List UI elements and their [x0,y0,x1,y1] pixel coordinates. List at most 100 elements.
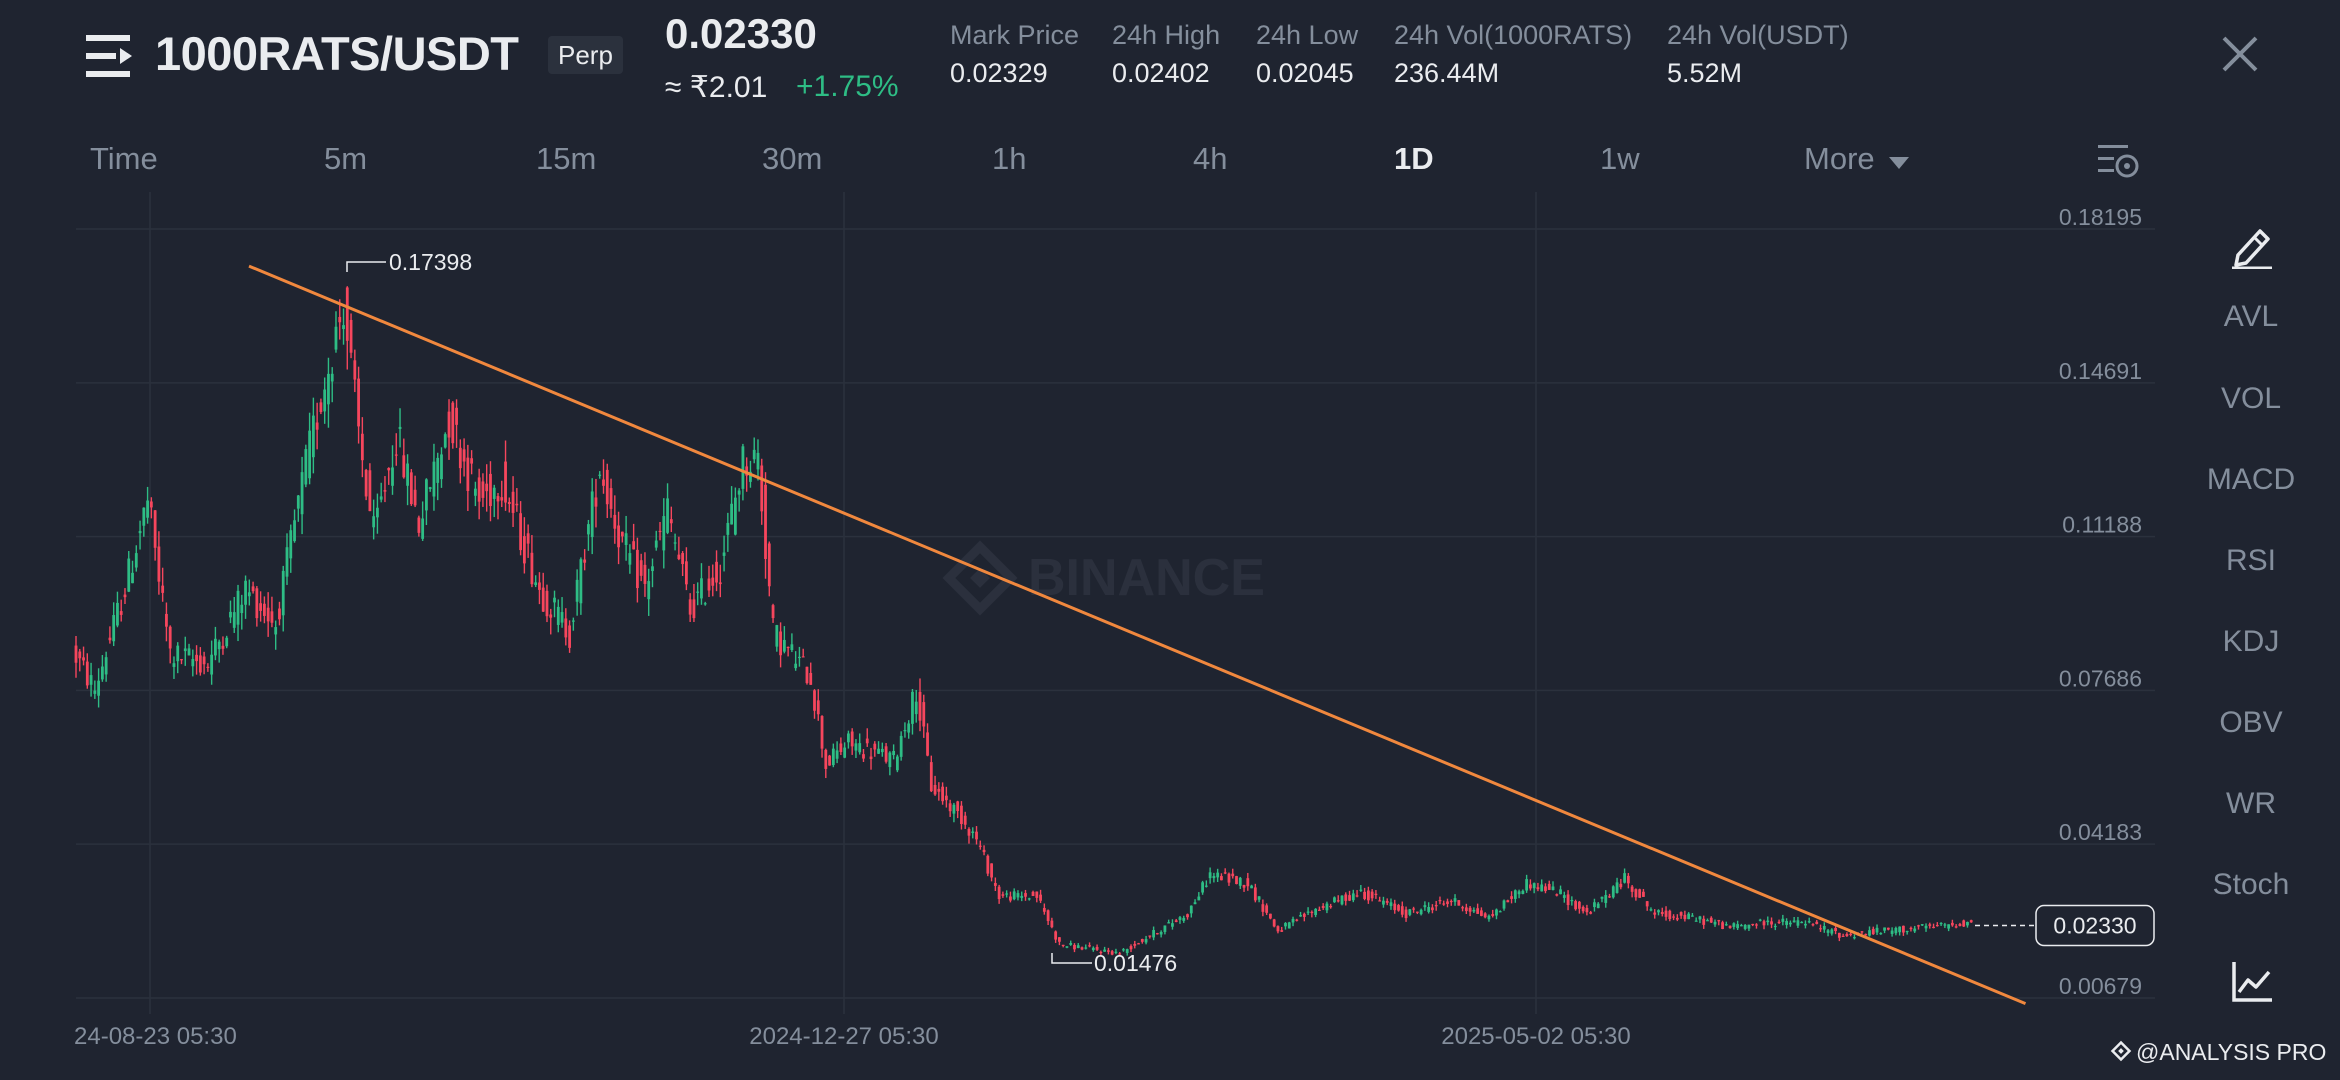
indicator-rsi[interactable]: RSI [2225,544,2276,577]
candle-body [839,743,843,753]
candle-body [933,784,937,795]
tab-1d[interactable]: 1D [1394,141,1434,176]
line-chart-icon[interactable] [2230,960,2274,1004]
indicator-kdj[interactable]: KDJ [2222,625,2280,658]
candle-body [828,755,831,766]
candle-body [244,580,247,605]
candle-body [718,582,722,585]
candle-body [153,510,157,548]
candle-body [1619,883,1623,888]
candle-body [809,672,813,685]
candle-body [967,828,971,836]
candle-body [1758,919,1762,921]
indicator-stoch[interactable]: Stoch [2212,868,2290,901]
menu-icon[interactable] [86,33,134,79]
tab-1h[interactable]: 1h [992,141,1027,176]
candle-body [372,516,376,528]
chart-grid [76,192,2155,1014]
candle-body [1510,896,1513,899]
candle-body [1969,920,1973,923]
candle-body [1909,927,1913,930]
candle-body [1717,920,1721,922]
candle-body [1257,896,1261,900]
candle-body [1476,908,1480,914]
candle-body [669,519,673,524]
candle-body [327,373,330,405]
candle-body [1061,944,1065,947]
candle-body [1355,895,1359,897]
candle-body [85,661,89,686]
candle-body [146,500,149,518]
candle-body [673,542,677,544]
indicator-macd[interactable]: MACD [2206,463,2296,496]
indicator-vol[interactable]: VOL [2220,382,2282,415]
candle-body [1544,886,1547,892]
candle-body [741,446,745,489]
tab-5m[interactable]: 5m [324,141,368,176]
y-tick-label: 0.00679 [2059,973,2142,999]
candle-body [1811,924,1815,926]
candle-body [1317,909,1321,911]
candle-body [1280,930,1284,932]
tab-more[interactable]: More [1804,141,1910,179]
candle-body [715,561,718,583]
24h-vol-quote-label: 24h Vol(USDT) [1667,20,1849,50]
candle-body [364,470,368,497]
candle-body [504,461,507,503]
candle-body [594,497,598,507]
candle-body [1389,902,1393,907]
indicator-avl[interactable]: AVL [2223,300,2279,333]
y-axis: 0.18195 0.14691 0.11188 0.07686 0.04183 0.006… [2059,204,2142,999]
indicator-obv[interactable]: OBV [2219,706,2283,739]
candle-body [1517,891,1521,895]
candle-body [1962,920,1966,927]
candle-body [1528,884,1532,889]
candle-body [342,325,345,330]
candle-body [278,608,281,620]
candle-body [1201,882,1204,893]
candle-body [1649,909,1653,911]
candle-body [481,481,485,498]
candle-body [308,430,312,479]
candle-body [1860,931,1864,933]
candle-body [376,507,379,518]
candle-body [1751,923,1755,926]
candle-body [1886,927,1890,930]
candle-body [522,536,526,564]
candle-body [538,582,541,590]
candle-body [387,467,391,471]
candle-body [1442,903,1446,905]
candle-body [541,587,545,612]
candle-body [451,402,455,444]
candle-body [1110,951,1114,955]
tab-time[interactable]: Time [90,141,158,176]
pair-title[interactable]: 1000RATS/USDT [155,27,519,80]
candle-body [406,463,409,486]
candle-body [1333,897,1336,903]
candle-body [1472,909,1476,912]
candle-body [1382,900,1385,905]
candle-body [1883,927,1886,931]
low-marker-label: 0.01476 [1094,950,1177,976]
close-icon[interactable] [2220,34,2260,74]
candle-body [948,803,952,812]
indicator-wr[interactable]: WR [2226,787,2276,820]
candle-body [489,473,492,507]
draw-tool-icon[interactable] [2230,223,2274,270]
chart-settings-icon[interactable] [2098,142,2140,180]
candle-body [560,612,564,623]
candle-body [1502,900,1506,909]
tab-1w[interactable]: 1w [1600,141,1640,176]
candle-body [1137,943,1140,945]
candle-body [1340,895,1344,905]
candle-body [225,637,229,647]
candle-body [944,795,948,801]
fiat-price: ≈ ₹2.01 [665,71,768,104]
tab-4h[interactable]: 4h [1193,141,1228,176]
candle-body [609,488,613,509]
candle-body [1095,946,1099,950]
tab-15m[interactable]: 15m [536,141,597,176]
candle-body [1623,873,1626,883]
tab-30m[interactable]: 30m [762,141,823,176]
